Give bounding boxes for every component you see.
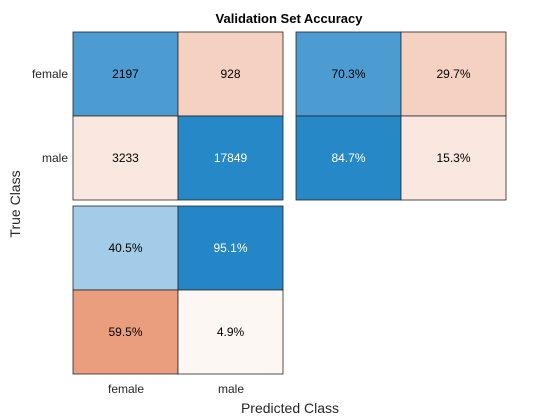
row-summary-1-0-cell xyxy=(295,115,402,201)
row-summary-grid: 70.3% 29.7% 84.7% 15.3% xyxy=(295,31,507,201)
row-summary-0-1-cell xyxy=(400,31,507,117)
column-summary-0-1-label: 95.1% xyxy=(213,241,247,255)
row-summary-1-1-label: 15.3% xyxy=(436,151,470,165)
cm-male-female-cell xyxy=(72,115,179,201)
column-summary-0-1-cell xyxy=(177,205,284,291)
y-tick-female: female xyxy=(32,67,68,81)
x-axis-label: Predicted Class xyxy=(241,400,339,416)
column-summary-grid: 40.5% 95.1% 59.5% 4.9% xyxy=(72,205,284,375)
column-summary-1-1-label: 4.9% xyxy=(217,325,245,339)
y-tick-male: male xyxy=(42,151,68,165)
cm-female-male-cell xyxy=(177,31,284,117)
cm-female-male-label: 928 xyxy=(220,67,240,81)
y-axis-label: True Class xyxy=(7,170,23,237)
column-summary-0-0-label: 40.5% xyxy=(108,241,142,255)
row-summary-1-0-label: 84.7% xyxy=(331,151,365,165)
cm-male-male-label: 17849 xyxy=(214,151,248,165)
confusion-matrix-grid: 2197 928 3233 17849 xyxy=(72,31,284,201)
row-summary-0-0-label: 70.3% xyxy=(331,67,365,81)
chart-title: Validation Set Accuracy xyxy=(216,11,364,26)
row-summary-0-0-cell xyxy=(295,31,402,117)
row-summary-1-1-cell xyxy=(400,115,507,201)
x-tick-female: female xyxy=(108,382,144,396)
cm-male-male-cell xyxy=(177,115,284,201)
column-summary-1-0-label: 59.5% xyxy=(108,325,142,339)
x-tick-male: male xyxy=(218,382,244,396)
cm-female-female-cell xyxy=(72,31,179,117)
cm-female-female-label: 2197 xyxy=(112,67,139,81)
cm-male-female-label: 3233 xyxy=(112,151,139,165)
column-summary-1-1-cell xyxy=(177,289,284,375)
row-summary-0-1-label: 29.7% xyxy=(436,67,470,81)
